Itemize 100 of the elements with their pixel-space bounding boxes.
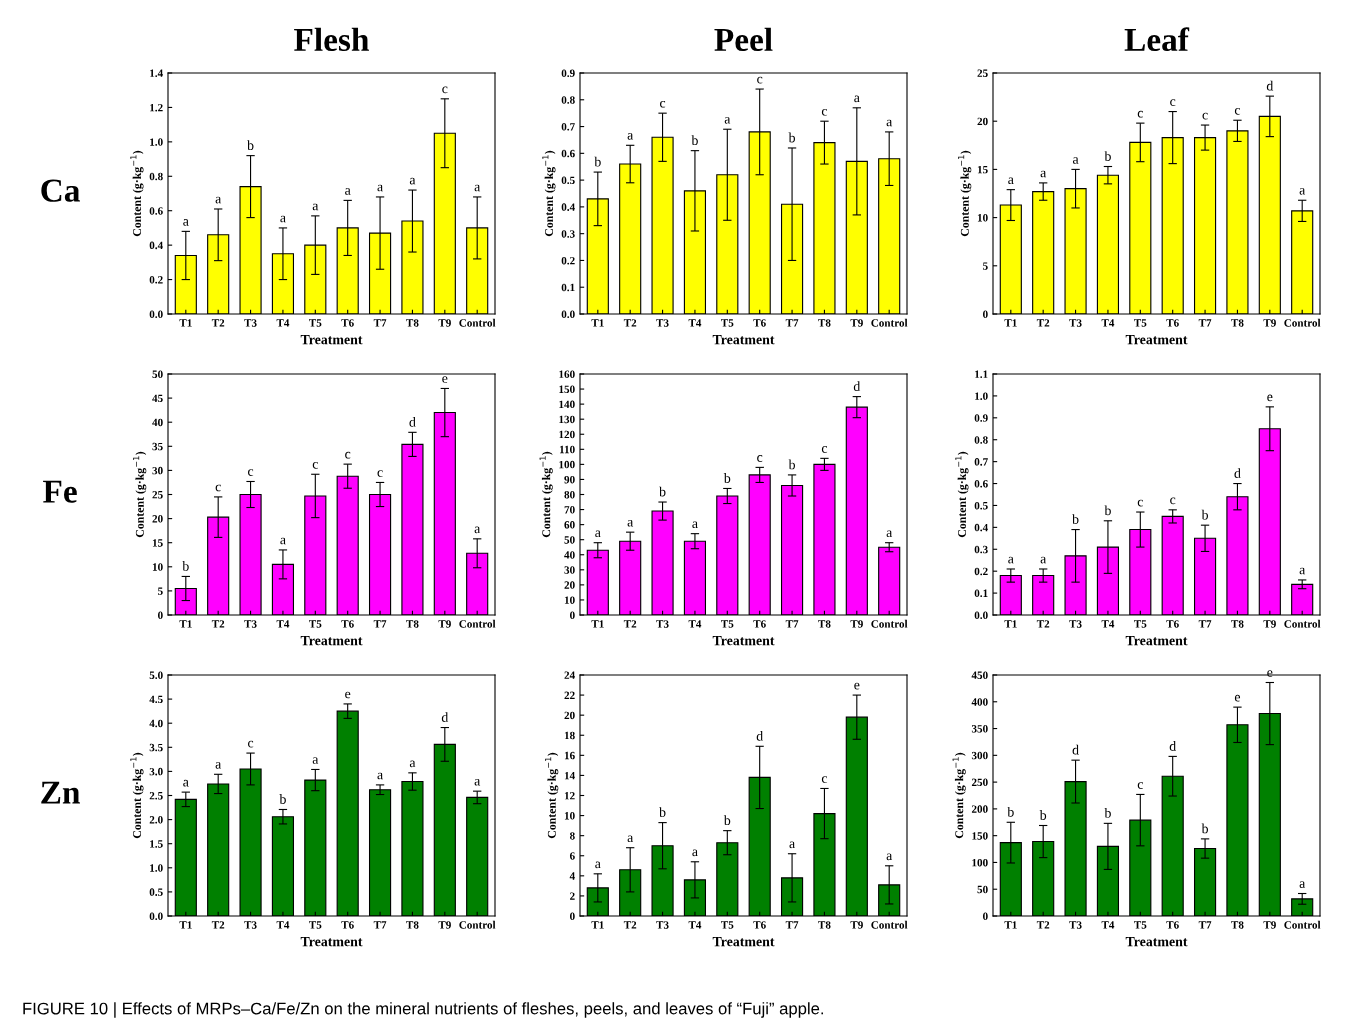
y-tick-label: 30 [152, 466, 163, 475]
y-tick-label: 60 [564, 521, 575, 529]
y-tick-label: 0.4 [561, 203, 575, 211]
x-tick-label: Control [871, 318, 908, 327]
annotation: b [1072, 514, 1079, 524]
annotation: b [1104, 807, 1111, 818]
y-tick-label: 160 [559, 370, 575, 378]
x-tick-label: T2 [1036, 921, 1050, 929]
y-tick-label: 2.0 [149, 816, 163, 824]
x-tick-label: T6 [341, 620, 354, 628]
y-tick-label: 20 [152, 515, 163, 523]
x-axis-title: Treatment [300, 636, 363, 646]
y-tick-label: 0.5 [561, 176, 575, 185]
x-tick-label: T9 [438, 620, 451, 628]
y-tick-label: 5 [983, 262, 988, 270]
annotation: a [474, 184, 481, 192]
y-tick-label: 1.5 [150, 840, 163, 848]
x-tick-label: T2 [623, 921, 637, 929]
x-tick-label: Control [871, 619, 908, 628]
y-tick-label: 1.0 [150, 864, 163, 872]
y-tick-label: 3.0 [149, 767, 163, 776]
annotation: a [595, 530, 601, 538]
x-tick-label: T3 [1069, 620, 1082, 628]
annotation: c [757, 76, 763, 84]
y-tick-label: 1.4 [150, 69, 163, 78]
annotation: d [441, 712, 449, 722]
annotation: d [1072, 744, 1079, 755]
x-tick-label: T6 [1166, 921, 1179, 929]
y-tick-label: 0 [570, 912, 575, 920]
x-tick-label: T8 [406, 319, 419, 327]
y-tick-label: 0 [570, 611, 575, 619]
annotation: b [1007, 806, 1014, 817]
y-tick-label: 6 [569, 852, 575, 860]
x-tick-label: Control [1284, 920, 1321, 929]
annotation: c [1234, 107, 1241, 115]
annotation: a [474, 778, 481, 786]
x-tick-label: Control [459, 920, 496, 929]
annotation: c [442, 86, 448, 94]
y-tick-label: 400 [971, 698, 988, 706]
y-tick-label: 2 [570, 892, 575, 900]
x-tick-label: T8 [818, 620, 831, 628]
x-tick-label: T1 [179, 921, 192, 929]
y-tick-label: 0.9 [974, 414, 988, 422]
x-tick-label: T9 [438, 921, 451, 929]
annotation: c [821, 108, 828, 116]
text: Ca [41, 179, 80, 202]
annotation: c [345, 451, 351, 459]
annotation: a [312, 203, 319, 211]
y-tick-label: 20 [977, 117, 988, 126]
x-tick-label: T8 [818, 921, 831, 929]
x-tick-label: T4 [1101, 620, 1115, 628]
annotation: a [409, 177, 416, 185]
y-tick-label: 0.8 [974, 436, 988, 444]
annotation: a [345, 188, 351, 195]
y-tick-label: 45 [152, 394, 163, 403]
y-tick-label: 10 [977, 214, 988, 222]
y-tick-label: 20 [564, 711, 575, 720]
y-tick-label: 4 [569, 872, 575, 880]
y-tick-label: 1.1 [975, 370, 988, 379]
x-tick-label: T1 [591, 921, 604, 929]
y-tick-label: 40 [152, 418, 163, 427]
y-axis-title: Content (g·kg$^{−1}$) [955, 451, 969, 538]
annotation: a [1299, 881, 1306, 888]
x-tick-label: Control [459, 619, 496, 628]
chart-title: Flesh [294, 27, 369, 52]
text: Fe [43, 480, 77, 503]
annotation: a [724, 116, 731, 124]
x-tick-label: T2 [1036, 620, 1050, 628]
x-tick-label: T6 [753, 319, 766, 327]
y-tick-label: 1.2 [150, 103, 163, 112]
y-tick-label: 0.7 [561, 123, 575, 131]
y-tick-label: 15 [152, 539, 163, 547]
y-tick-label: 22 [564, 691, 575, 699]
annotation: e [1267, 394, 1273, 402]
y-tick-label: 0.6 [561, 149, 575, 158]
x-tick-label: T1 [1004, 620, 1017, 628]
x-tick-label: T9 [1263, 319, 1276, 327]
y-tick-label: 0.7 [974, 458, 988, 466]
annotation: b [659, 807, 666, 818]
x-tick-label: T7 [373, 921, 387, 929]
y-tick-label: 24 [564, 671, 575, 679]
annotation: a [627, 133, 634, 140]
x-tick-label: T5 [309, 921, 322, 929]
annotation: a [280, 215, 286, 223]
annotation: a [183, 779, 189, 787]
y-tick-label: 0.2 [561, 256, 575, 265]
y-tick-label: 0.2 [974, 567, 988, 576]
y-tick-label: 0.0 [149, 310, 163, 319]
x-tick-label: T4 [276, 319, 290, 327]
x-axis-title: Treatment [300, 335, 363, 345]
y-axis-title: Content (g·kg$^{−1}$) [952, 752, 966, 839]
x-axis-title: Treatment [300, 937, 363, 947]
x-tick-label: T5 [309, 620, 322, 628]
annotation: c [660, 100, 666, 108]
y-tick-label: 50 [564, 536, 575, 544]
x-tick-label: T5 [721, 620, 734, 628]
annotation: c [821, 776, 828, 783]
annotation: a [1040, 556, 1047, 564]
y-axis-title: Content (g·kg$^{−1}$) [539, 451, 553, 538]
y-tick-label: 15 [977, 165, 988, 174]
